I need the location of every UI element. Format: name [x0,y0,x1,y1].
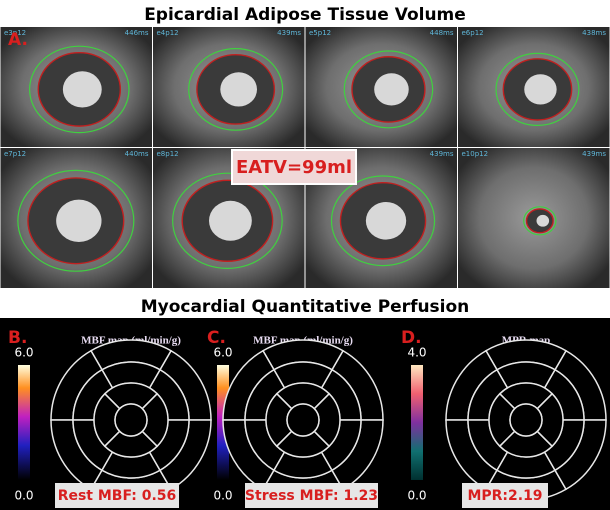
blood-pool [365,201,407,240]
blood-pool [536,214,550,227]
blood-pool [220,72,258,107]
series-label: e4p12 [157,29,179,37]
scale-max: 6.0 [14,346,33,360]
blood-pool [56,199,102,242]
series-label: e7p12 [4,150,26,158]
mri-image: e3p12 446ms [0,27,152,147]
time-label: 446ms [125,29,149,37]
result-text: Rest MBF: 0.56 [58,488,177,504]
mri-image: e4p12 439ms [153,27,305,147]
epicardial-contour [188,48,284,131]
color-bar [411,365,423,480]
time-label: 440ms [125,150,149,158]
apex-hole [286,403,320,437]
series-label: e8p12 [157,150,179,158]
color-bar [18,365,30,480]
mri-image: e9p12439ms [305,148,457,288]
epicardial-contour [343,50,434,129]
series-label: e5p12 [309,29,331,37]
epicardial-contour [523,206,557,236]
result-box [55,483,179,508]
apex-hole [114,403,148,437]
time-label: 439ms [582,150,606,158]
time-label: 448ms [430,29,454,37]
panel-label: D. [401,328,422,348]
result-box [462,483,548,508]
panel-a-title: Epicardial Adipose Tissue Volume [144,5,466,25]
scale-min: 0.0 [407,489,426,503]
blood-pool [208,200,252,241]
apex-hole [509,403,543,437]
time-label: 439ms [277,29,301,37]
time-label: 438ms [582,29,606,37]
result-box [245,483,378,508]
time-label: 439ms [430,150,454,158]
series-label: e10p12 [462,150,489,158]
blood-pool [374,73,409,106]
scale-max: 4.0 [407,346,426,360]
result-text: Stress MBF: 1.23 [245,488,378,504]
epicardial-contour [330,175,436,267]
panel-perfusion-title: Myocardial Quantitative Perfusion [141,297,470,317]
panel-label: C. [207,328,226,348]
epicardial-contour [172,172,283,270]
panel-label: B. [8,328,27,348]
epicardial-contour [17,169,135,272]
mri-image: e10p12 439ms [458,148,610,288]
blood-pool [62,71,102,108]
scale-max: 6.0 [213,346,232,360]
mri-image: e5p12 448ms [305,27,457,147]
epicardial-contour [29,45,130,134]
scale-min: 0.0 [213,489,232,503]
result-text: MPR:2.19 [467,488,542,504]
series-label: e6p12 [462,29,484,37]
mri-image: e7p12 440ms [0,148,152,288]
epicardial-contour [495,52,580,127]
scale-min: 0.0 [14,489,33,503]
blood-pool [524,74,557,105]
mri-image: e6p12 438ms [458,27,610,147]
eatv-annotation: EATV=99ml [236,157,352,178]
panel-a-label: A. [8,30,28,50]
series-label: e3p12 [4,29,26,37]
eatv-box [231,149,357,185]
